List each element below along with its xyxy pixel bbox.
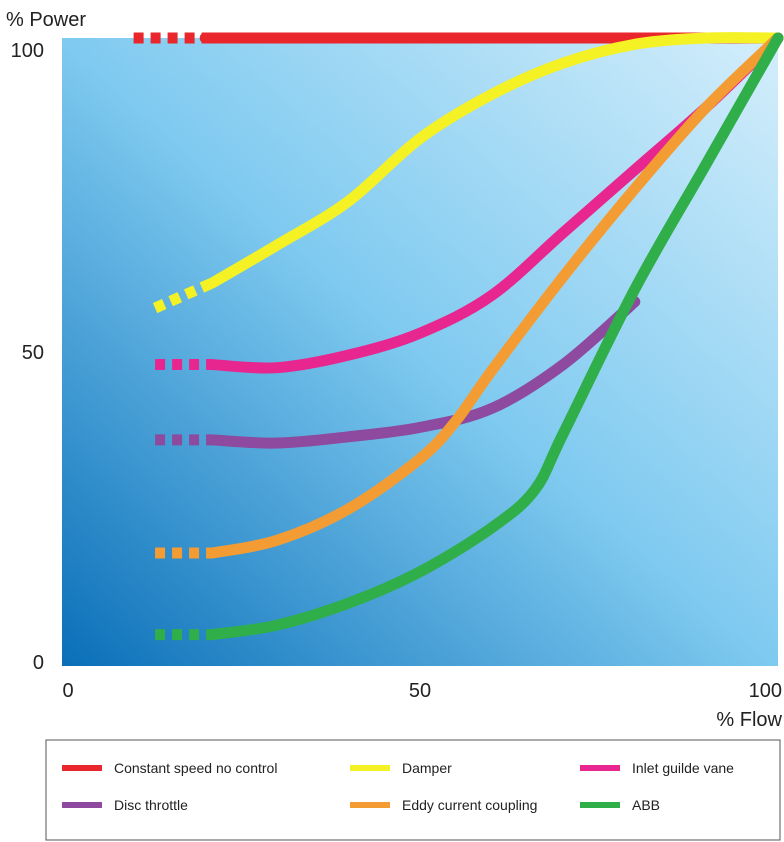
legend-label: ABB <box>632 797 660 813</box>
axis-layer: % Power % Flow 0 50 100 0 50 100 <box>6 9 783 731</box>
legend-item-abb: ABB <box>580 797 660 813</box>
series-dashed-damper <box>152 277 215 314</box>
legend-item-constant-speed-no-control: Constant speed no control <box>62 760 277 776</box>
y-tick-label: 0 <box>33 652 44 674</box>
legend-box <box>45 739 781 841</box>
series-line-damper <box>206 32 784 289</box>
x-tick-label: 0 <box>62 680 73 702</box>
x-tick-label: 100 <box>749 680 782 702</box>
legend-label: Constant speed no control <box>114 760 277 776</box>
y-tick-label: 100 <box>11 40 44 62</box>
y-tick-label: 50 <box>22 342 44 364</box>
series-layer <box>133 32 784 641</box>
series-line-disc-throttle <box>206 296 641 449</box>
legend-item-inlet-guilde-vane: Inlet guilde vane <box>580 760 734 776</box>
y-axis-title: % Power <box>6 9 86 31</box>
legend: Constant speed no control Damper Inlet gui… <box>45 739 781 841</box>
series-line-abb <box>206 32 784 641</box>
legend-label: Inlet guilde vane <box>632 760 734 776</box>
legend-label: Eddy current coupling <box>402 797 537 813</box>
legend-label: Disc throttle <box>114 797 188 813</box>
x-tick-label: 50 <box>409 680 431 702</box>
legend-item-damper: Damper <box>350 760 452 776</box>
x-axis-title: % Flow <box>716 709 782 731</box>
series-line-eddy-current-coupling <box>206 32 784 559</box>
legend-item-eddy-current-coupling: Eddy current coupling <box>350 797 537 813</box>
legend-label: Damper <box>402 760 452 776</box>
legend-item-disc-throttle: Disc throttle <box>62 797 188 813</box>
